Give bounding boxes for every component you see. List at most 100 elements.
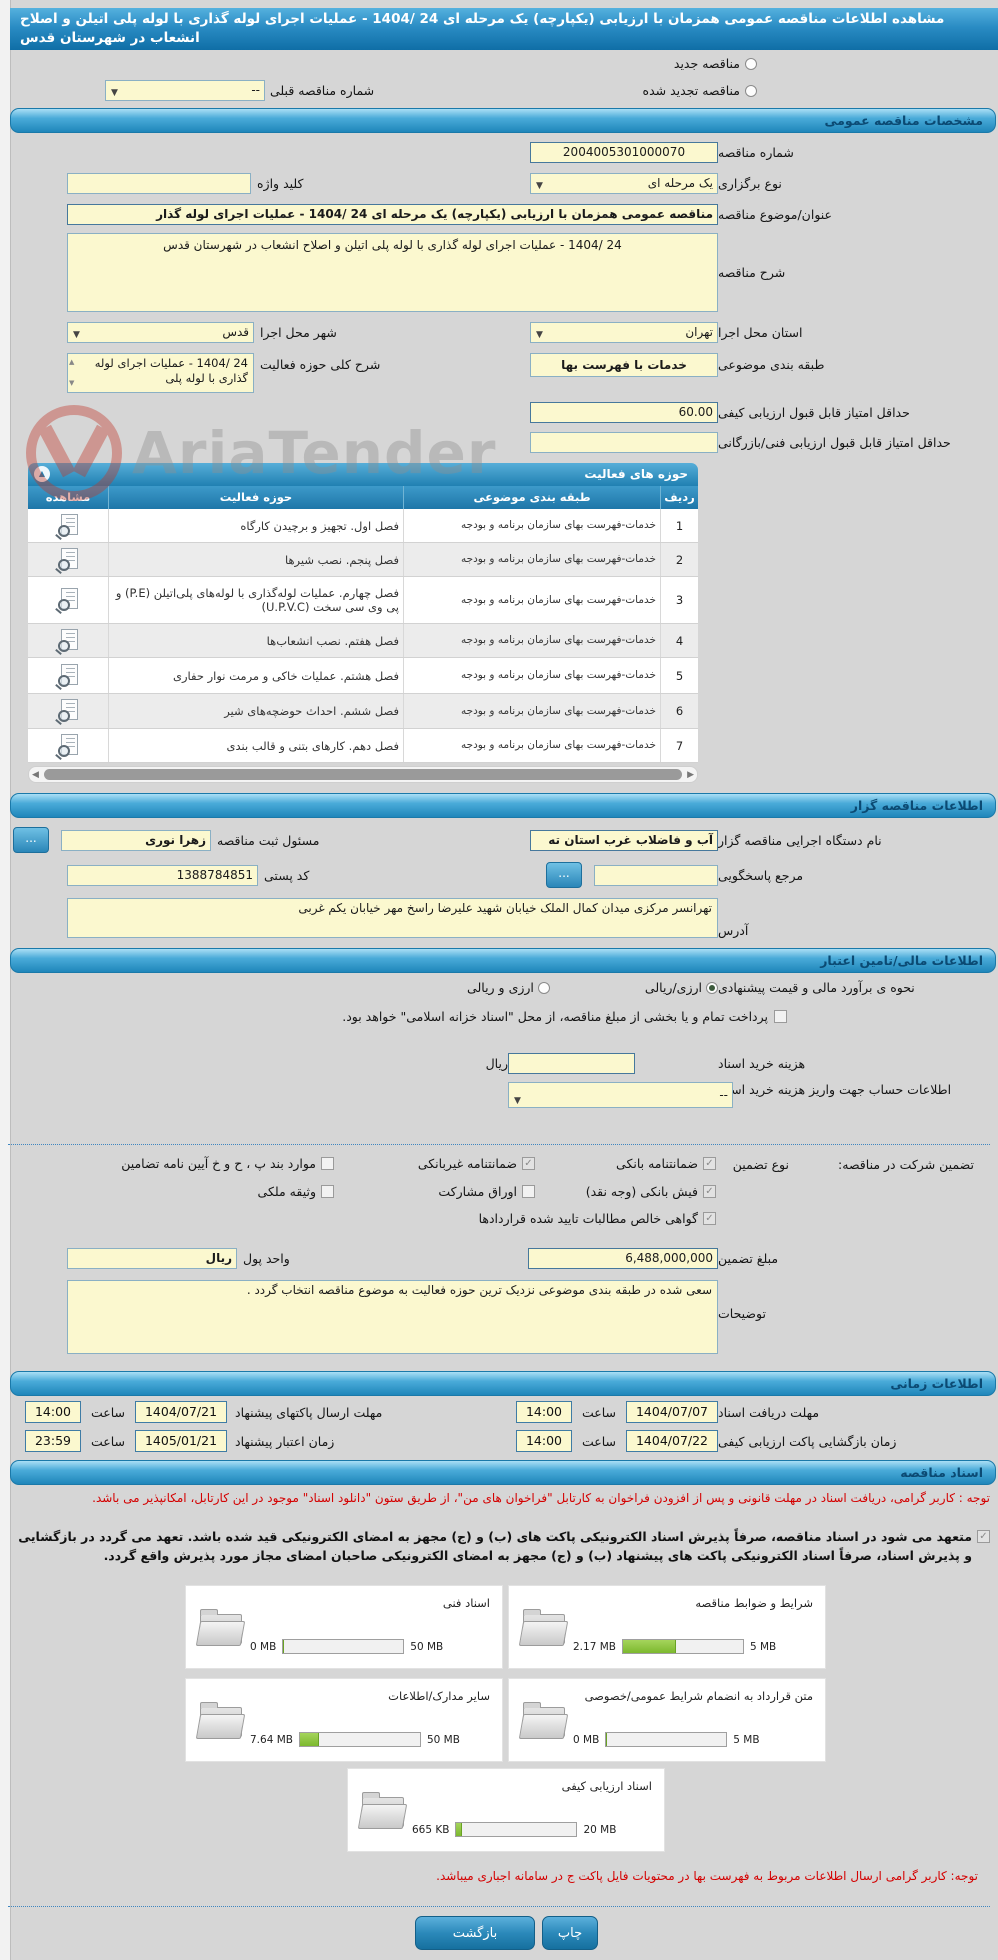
view-document-icon[interactable] <box>55 699 81 726</box>
folder-icon[interactable] <box>518 1701 569 1739</box>
province-select[interactable]: تهران ▼ <box>530 322 718 343</box>
view-document-icon[interactable] <box>55 588 81 615</box>
notes-label: توضیحات <box>718 1306 766 1321</box>
guarantee-checkbox[interactable] <box>522 1157 535 1170</box>
row-number: 2 <box>660 543 698 576</box>
row-category: خدمات-فهرست بهای سازمان برنامه و بودجه <box>403 543 660 576</box>
guarantee-checkbox[interactable] <box>522 1185 535 1198</box>
guarantee-option-label: فیش بانکی (وجه نقد) <box>585 1184 698 1199</box>
row-activity: فصل اول. تجهیز و برچیدن کارگاه <box>108 509 403 542</box>
section-general: مشخصات مناقصه عمومی <box>10 108 996 133</box>
row-number: 1 <box>660 509 698 542</box>
hold-type-select[interactable]: یک مرحله ای ▼ <box>530 173 718 194</box>
new-tender-label: مناقصه جدید <box>673 56 740 71</box>
agency-label: نام دستگاه اجرایی مناقصه گزار <box>718 832 882 848</box>
max-size: 20 MB <box>583 1823 617 1836</box>
guarantee-label: تضمین شرکت در مناقصه: <box>838 1157 974 1172</box>
progress-bar <box>605 1732 728 1747</box>
guarantee-checkbox[interactable] <box>703 1212 716 1225</box>
folder-icon[interactable] <box>195 1701 246 1739</box>
timing-label: مهلت ارسال پاکتهای پیشنهاد <box>235 1404 383 1420</box>
guarantee-option-label: ضمانتنامه غیربانکی <box>417 1156 517 1171</box>
view-document-icon[interactable] <box>55 733 81 760</box>
renewed-tender-radio[interactable] <box>745 84 757 97</box>
used-size: 2.17 MB <box>573 1640 616 1653</box>
scroll-right-icon[interactable]: ▶ <box>687 769 694 780</box>
col-row: ردیف <box>660 486 698 509</box>
chevron-down-icon: ▼ <box>514 1096 521 1106</box>
view-document-icon[interactable] <box>55 663 81 690</box>
scroll-left-icon[interactable]: ◀ <box>32 769 39 780</box>
guarantee-row-1: ضمانتنامه بانکی ضمانتنامه غیربانکی موارد ب… <box>8 1156 716 1171</box>
view-document-icon[interactable] <box>55 628 81 655</box>
prev-number-select[interactable]: -- ▼ <box>105 80 265 101</box>
doc-fee-input[interactable] <box>508 1053 635 1074</box>
scroll-down-icon[interactable]: ▼ <box>69 379 75 387</box>
guarantee-amount-row: مبلغ تضمین 6,488,000,000 واحد پول ریال <box>67 1248 990 1269</box>
row-category: خدمات-فهرست بهای سازمان برنامه و بودجه <box>403 694 660 728</box>
collapse-icon[interactable]: ▲ <box>34 466 50 482</box>
col-activity: حوزه فعالیت <box>108 486 403 509</box>
view-cell <box>28 694 108 728</box>
city-label: شهر محل اجرا <box>260 325 337 340</box>
guarantee-checkbox[interactable] <box>703 1157 716 1170</box>
reference-input[interactable] <box>594 864 718 886</box>
table-row: 5 خدمات-فهرست بهای سازمان برنامه و بودجه ف… <box>28 658 698 694</box>
new-tender-radio[interactable] <box>745 57 757 70</box>
table-horizontal-scrollbar[interactable]: ◀ ▶ <box>28 766 698 783</box>
subject-label: عنوان/موضوع مناقصه <box>718 207 833 222</box>
back-button[interactable]: بازگشت <box>415 1916 535 1950</box>
progress-bar <box>621 1639 744 1654</box>
registrar-more-button[interactable]: ... <box>13 827 49 853</box>
view-cell <box>28 543 108 576</box>
document-upload-card: سایر مدارک/اطلاعات 7.64 MB 50 MB <box>185 1678 503 1762</box>
table-row: 6 خدمات-فهرست بهای سازمان برنامه و بودجه ف… <box>28 694 698 729</box>
reference-more-button[interactable]: ... <box>546 862 582 888</box>
category-label: طبقه بندی موضوعی <box>718 357 825 372</box>
reference-row: مرجع پاسخگویی ... کد پستی 1388784851 <box>67 862 990 888</box>
guarantee-checkbox[interactable] <box>321 1185 334 1198</box>
folder-icon[interactable] <box>357 1791 408 1829</box>
scroll-up-icon[interactable]: ▲ <box>69 358 75 366</box>
timing-label: زمان اعتبار پیشنهاد <box>235 1433 335 1449</box>
treasury-row: پرداخت تمام و یا بخشی از مبلغ مناقصه، از… <box>208 1008 787 1026</box>
view-cell <box>28 577 108 623</box>
folder-icon[interactable] <box>518 1608 569 1646</box>
account-select[interactable]: -- ▼ <box>508 1082 733 1108</box>
print-button[interactable]: چاپ <box>542 1916 598 1950</box>
view-document-icon[interactable] <box>55 547 81 574</box>
activity-table-titlebar: حوزه های فعالیت ▲ <box>28 463 698 486</box>
guarantee-checkbox[interactable] <box>321 1157 334 1170</box>
row-category: خدمات-فهرست بهای سازمان برنامه و بودجه <box>403 624 660 657</box>
card-title: متن قرارداد به انضمام شرایط عمومی/خصوصی <box>584 1689 813 1703</box>
card-title: اسناد فنی <box>442 1596 490 1610</box>
timing-label: مهلت دریافت اسناد <box>718 1404 820 1420</box>
doc-fee-label: هزینه خرید اسناد <box>718 1056 806 1071</box>
row-number: 7 <box>660 729 698 762</box>
tender-number-value: 2004005301000070 <box>530 142 718 163</box>
tender-type-new-row: مناقصه جدید <box>674 56 757 71</box>
amount-value: 6,488,000,000 <box>528 1248 718 1269</box>
notes-row: توضیحات سعی شده در طبقه بندی موضوعی نزدی… <box>67 1280 990 1354</box>
estimate-radio-both[interactable] <box>537 981 550 994</box>
activity-desc-value[interactable]: 24 /1404 - عملیات اجرای لوله گذاری با لو… <box>67 353 254 393</box>
amount-label: مبلغ تضمین <box>718 1251 779 1266</box>
guarantee-checkbox[interactable] <box>703 1185 716 1198</box>
estimate-option-label: ارزی/ریالی <box>644 980 702 995</box>
scrollbar-thumb[interactable] <box>43 769 683 780</box>
row-activity: فصل چهارم. عملیات لوله‌گذاری با لوله‌های… <box>108 577 403 623</box>
category-value: خدمات با فهرست بها <box>530 353 718 377</box>
city-select[interactable]: قدس ▼ <box>67 322 254 343</box>
commitment-checkbox[interactable] <box>977 1530 990 1543</box>
keyword-input[interactable] <box>67 173 251 194</box>
hour-label: ساعت <box>91 1404 126 1420</box>
upload-progress: 665 KB 20 MB <box>412 1822 652 1837</box>
prev-number-label: شماره مناقصه قبلی <box>270 83 375 98</box>
treasury-checkbox[interactable] <box>774 1010 787 1023</box>
estimate-radio-rial[interactable] <box>706 981 718 994</box>
folder-icon[interactable] <box>195 1608 246 1646</box>
view-document-icon[interactable] <box>55 513 81 540</box>
row-category: خدمات-فهرست بهای سازمان برنامه و بودجه <box>403 658 660 693</box>
documents-footer-notice: توجه: کاربر گرامی ارسال اطلاعات مربوط به… <box>436 1869 978 1883</box>
